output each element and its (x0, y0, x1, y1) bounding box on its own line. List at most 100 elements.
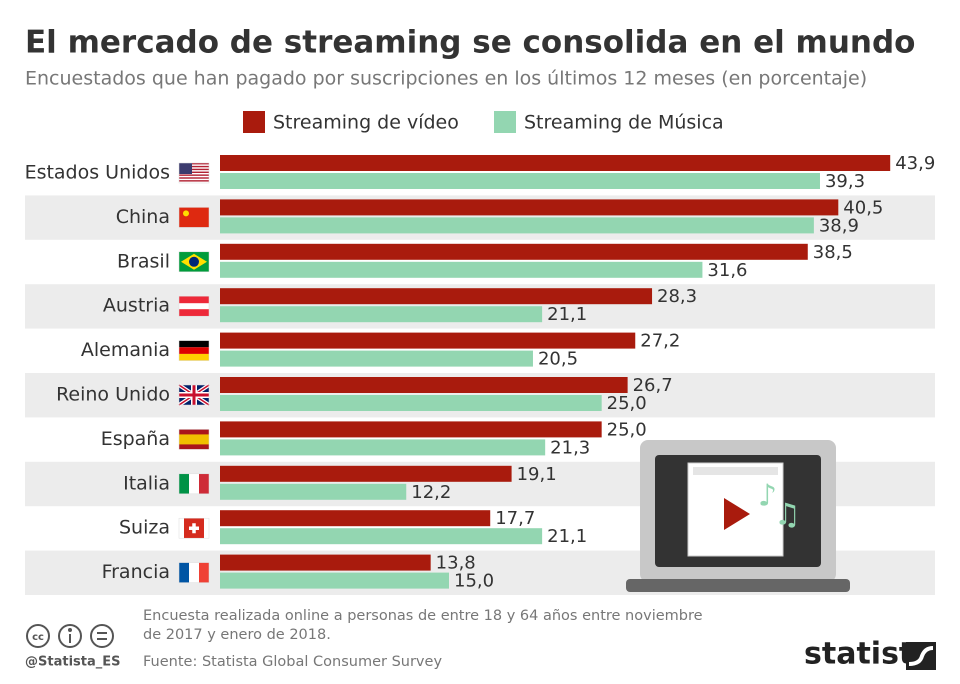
flag-border (178, 295, 210, 317)
y-tick-label: China (116, 206, 170, 228)
bar (220, 377, 628, 393)
flag (178, 473, 210, 495)
flag (178, 517, 210, 539)
value-label: 39,3 (825, 171, 865, 192)
svg-text:♫: ♫ (774, 498, 801, 533)
bar (220, 243, 808, 260)
bar (220, 173, 820, 189)
legend-label: Streaming de vídeo (273, 112, 459, 134)
account: @Statista_ES (25, 655, 121, 670)
bar (220, 288, 653, 305)
value-label: 12,2 (411, 482, 451, 503)
y-tick-label: Brasil (117, 250, 170, 272)
f (179, 434, 209, 445)
flag (178, 251, 210, 273)
value-label: 21,1 (547, 304, 587, 325)
f (189, 256, 199, 267)
bar (220, 465, 512, 482)
f (179, 562, 189, 583)
bar (220, 199, 839, 216)
y-tick-label: España (101, 428, 170, 450)
value-label: 38,5 (813, 242, 853, 263)
value-label: 25,0 (607, 419, 647, 440)
f (179, 163, 192, 174)
flag-border (178, 473, 210, 495)
bar (220, 510, 491, 527)
f (179, 473, 189, 494)
bar (220, 261, 703, 278)
f (189, 562, 199, 583)
y-tick-label: Francia (102, 561, 170, 583)
flag (178, 340, 210, 361)
y-tick-label: Reino Unido (56, 384, 170, 406)
flag (178, 162, 210, 184)
f (179, 347, 209, 354)
bar (220, 421, 602, 438)
bar (220, 572, 449, 589)
brand-mark (906, 642, 936, 670)
value-label: 21,3 (550, 437, 590, 458)
f (189, 473, 199, 494)
value-label: 31,6 (707, 260, 747, 281)
y-tick-label: Suiza (119, 517, 170, 539)
bar (220, 306, 543, 323)
y-tick-label: Italia (123, 472, 170, 494)
bar (220, 332, 636, 349)
value-label: 13,8 (436, 553, 476, 574)
bar (220, 350, 533, 367)
flag-border (178, 251, 210, 273)
chart-title: El mercado de streaming se consolida en … (25, 25, 915, 61)
value-label: 20,5 (538, 349, 578, 370)
bar (220, 554, 431, 571)
cc-icons: cc (26, 624, 114, 648)
f (179, 163, 209, 165)
flag (177, 383, 211, 407)
bar (220, 483, 407, 500)
value-label: 15,0 (454, 571, 494, 592)
flag-border (178, 207, 210, 228)
f (183, 210, 189, 217)
note: Encuesta realizada online a personas de … (143, 608, 703, 643)
value-label: 40,5 (843, 197, 883, 218)
source: Fuente: Statista Global Consumer Survey (143, 654, 442, 670)
f (179, 353, 209, 361)
laptop-illustration: ♪ ♫ (626, 440, 850, 592)
value-label: 28,3 (657, 286, 697, 307)
value-label: 26,7 (633, 375, 673, 396)
flag-border (178, 340, 210, 361)
flag-border (178, 384, 210, 406)
f (199, 473, 209, 494)
flag-border (178, 162, 210, 184)
f (179, 174, 209, 176)
flag-border (178, 562, 210, 583)
flag-border (178, 429, 210, 450)
f (179, 385, 209, 405)
f (179, 165, 209, 168)
value-label: 17,7 (495, 508, 535, 529)
legend-label: Streaming de Música (524, 112, 724, 134)
value-label: 21,1 (547, 526, 587, 547)
flag (178, 562, 210, 583)
flag (178, 207, 210, 228)
value-label: 27,2 (640, 331, 680, 352)
flag-border (178, 517, 210, 539)
f (179, 207, 209, 228)
y-tick-label: Estados Unidos (25, 162, 170, 184)
value-label: 43,9 (895, 153, 935, 174)
value-label: 19,1 (517, 464, 557, 485)
bar (220, 528, 543, 545)
legend-swatch (494, 111, 516, 133)
y-tick-label: Alemania (81, 339, 170, 361)
chart-subtitle: Encuestados que han pagado por suscripci… (25, 68, 867, 90)
y-tick-label: Austria (103, 295, 170, 317)
f (179, 171, 209, 173)
f (179, 177, 209, 179)
svg-text:cc: cc (32, 632, 44, 643)
f (179, 303, 209, 310)
flag (178, 429, 210, 450)
svg-text:♪: ♪ (758, 479, 777, 514)
bar (220, 439, 546, 456)
f (179, 340, 209, 348)
